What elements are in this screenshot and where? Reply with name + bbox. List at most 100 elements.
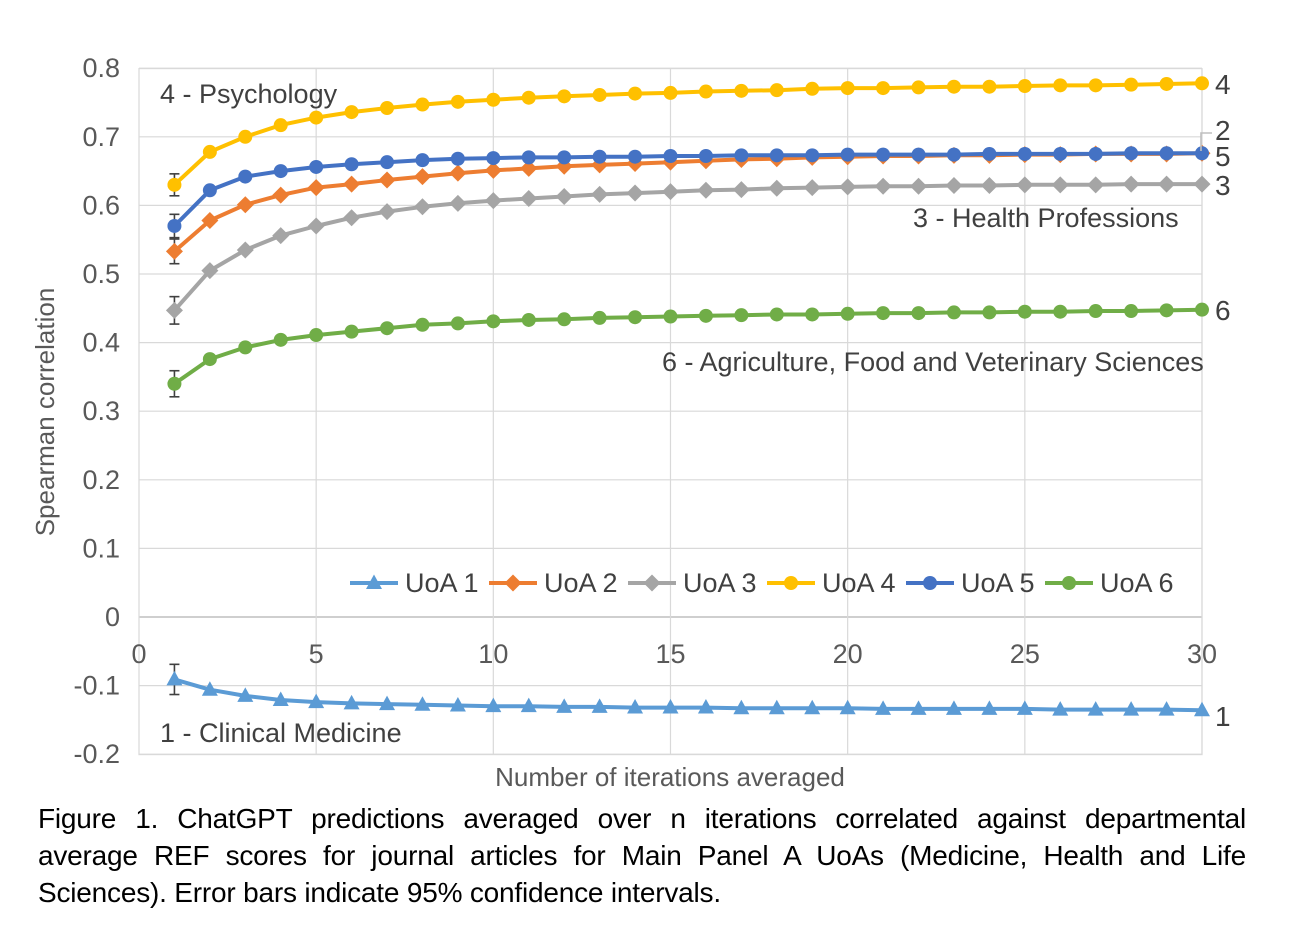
y-tick-label: 0.3 — [82, 396, 120, 426]
series-uoa-5-marker — [344, 157, 359, 172]
series-uoa-4-marker — [698, 84, 713, 99]
series-uoa-3-marker — [1016, 176, 1034, 194]
plot-border — [138, 67, 1203, 756]
series-uoa-6-marker — [273, 332, 288, 347]
y-tick-label: 0.2 — [82, 465, 120, 495]
series-uoa-6-marker — [734, 308, 749, 323]
series-uoa-3-marker — [413, 198, 431, 216]
series-uoa-5-marker — [557, 150, 572, 165]
x-tick-label: 0 — [131, 639, 146, 669]
series-uoa-4-marker — [309, 110, 324, 125]
y-tick-label: 0.1 — [82, 533, 120, 563]
series-uoa-1-marker — [449, 696, 466, 712]
series-uoa-3-marker — [449, 194, 467, 212]
series-uoa-4-marker — [982, 79, 997, 94]
series-uoa-1-marker — [627, 699, 644, 714]
series-uoa-4-marker — [486, 92, 501, 107]
series-uoa-3-marker — [555, 187, 573, 205]
series-uoa-5-marker — [769, 148, 784, 163]
series-uoa-2-marker — [343, 175, 361, 193]
x-axis-title: Number of iterations averaged — [495, 762, 845, 792]
series-uoa-1-marker — [520, 697, 537, 713]
series-uoa-3-marker — [980, 177, 998, 195]
series-uoa-5-marker — [415, 153, 430, 168]
series-uoa-6-marker — [1159, 303, 1174, 318]
x-tick-label: 20 — [833, 639, 863, 669]
legend-item-uoa-6-label: UoA 6 — [1100, 568, 1174, 598]
legend-item-uoa-3-label: UoA 3 — [683, 568, 757, 598]
series-uoa-1-marker — [804, 699, 821, 715]
series-uoa-6-marker — [309, 328, 324, 343]
series-uoa-1-marker — [237, 687, 254, 702]
series-uoa-2-marker — [165, 242, 183, 260]
series-uoa-6-marker — [486, 314, 501, 329]
series-uoa-2-marker — [449, 164, 467, 182]
series-uoa-4-marker — [769, 83, 784, 98]
series-number-label: 5 — [1215, 141, 1231, 172]
series-uoa-1-marker — [875, 700, 892, 715]
series-number-label: 6 — [1215, 295, 1231, 326]
legend-item-uoa-1-label: UoA 1 — [405, 568, 479, 598]
series-uoa-6-marker — [1124, 304, 1139, 319]
series-uoa-3-marker — [484, 192, 502, 210]
series-uoa-4-marker — [628, 86, 643, 101]
series-uoa-3-marker — [1051, 176, 1069, 194]
series-uoa-3-marker — [910, 177, 928, 195]
series-uoa-6-marker — [1017, 304, 1032, 319]
series-uoa-1-marker — [1052, 701, 1069, 716]
series-uoa-3-marker — [1087, 176, 1105, 194]
series-uoa-5-marker — [1053, 146, 1068, 161]
series-uoa-6-marker — [450, 316, 465, 331]
annotation: 1 - Clinical Medicine — [160, 718, 402, 748]
series-uoa-1-marker — [343, 694, 360, 710]
series-uoa-6-marker — [521, 312, 536, 327]
series-uoa-5-marker — [698, 149, 713, 164]
series-uoa-2-marker — [307, 179, 325, 197]
series-uoa-3-marker — [661, 183, 679, 201]
series-uoa-4-marker — [1159, 76, 1174, 91]
series-uoa-5-marker — [946, 147, 961, 162]
series-uoa-4-marker — [1124, 77, 1139, 92]
series-uoa-4-marker — [876, 81, 891, 96]
series-uoa-4-marker — [911, 80, 926, 95]
series-uoa-5-marker — [1159, 146, 1174, 161]
series-uoa-6-marker — [238, 340, 253, 355]
series-uoa-3-marker — [1122, 175, 1140, 193]
series-uoa-4-marker — [415, 97, 430, 112]
series-uoa-5-marker — [840, 147, 855, 162]
series-number-label: 4 — [1215, 69, 1231, 100]
series-uoa-1-marker — [591, 698, 608, 713]
series-uoa-1-marker — [945, 700, 962, 715]
series-uoa-4-marker — [557, 89, 572, 104]
series-uoa-5-marker — [380, 155, 395, 170]
series-uoa-1-marker — [1016, 700, 1033, 715]
series-uoa-1-marker — [1123, 701, 1140, 716]
series-uoa-3-marker — [236, 241, 254, 259]
annotation: 4 - Psychology — [160, 79, 338, 109]
legend-item-uoa-3-marker — [643, 574, 661, 592]
series-uoa-3-marker — [803, 179, 821, 197]
series-uoa-4-marker — [344, 105, 359, 120]
y-axis-title: Spearman correlation — [30, 288, 60, 537]
series-uoa-2-marker — [378, 171, 396, 189]
series-uoa-4-marker — [1017, 79, 1032, 94]
series-uoa-5-marker — [734, 148, 749, 163]
series-uoa-5-marker — [309, 159, 324, 174]
legend-item-uoa-5-label: UoA 5 — [961, 568, 1035, 598]
series-uoa-5-marker — [876, 147, 891, 162]
series-uoa-4-marker — [840, 81, 855, 96]
series-uoa-2-marker — [484, 161, 502, 179]
series-uoa-6-marker — [344, 324, 359, 339]
series-uoa-1-marker — [910, 700, 927, 715]
figure-caption: Figure 1. ChatGPT predictions averaged o… — [38, 800, 1246, 911]
series-uoa-5-marker — [486, 151, 501, 166]
legend-item-uoa-4-marker — [784, 576, 798, 590]
y-tick-label: 0.7 — [82, 122, 120, 152]
series-uoa-5-marker — [1194, 146, 1209, 161]
series-uoa-5-marker — [521, 150, 536, 165]
x-tick-label: 15 — [655, 639, 685, 669]
legend-item-uoa-5-marker — [923, 576, 937, 590]
series-uoa-3-marker — [732, 181, 750, 199]
series-uoa-4-marker — [450, 94, 465, 109]
